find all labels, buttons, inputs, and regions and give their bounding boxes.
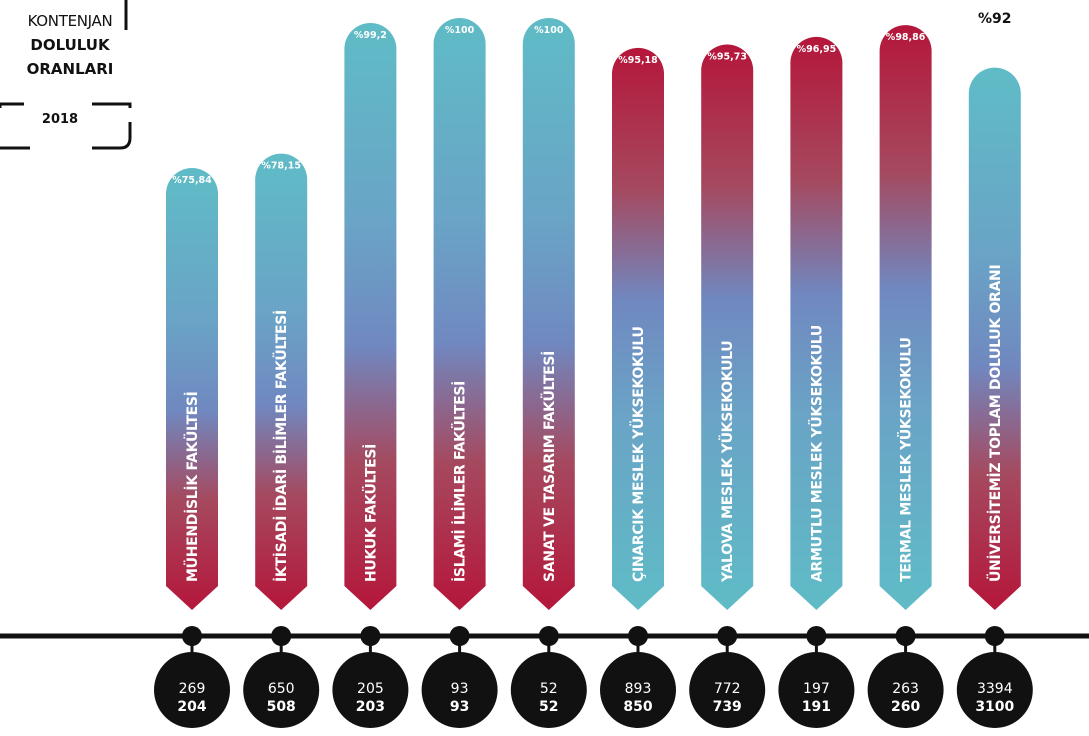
title-bracket — [0, 0, 132, 150]
bar-group-1: %75,84 MÜHENDİSLİK FAKÜLTESİ 269 204 — [154, 168, 230, 728]
percent-label: %78,15 — [261, 161, 301, 172]
placed-value: 739 — [713, 699, 742, 715]
quota-value: 197 — [803, 681, 830, 697]
placed-value: 260 — [891, 699, 920, 715]
count-circle — [600, 652, 676, 728]
placed-value: 204 — [177, 699, 206, 715]
bar — [255, 153, 308, 611]
percent-label: %100 — [445, 25, 475, 36]
quota-value: 893 — [625, 681, 652, 697]
percent-label: %99,2 — [354, 30, 387, 41]
bar-group-7: %95,73 YALOVA MESLEK YÜKSEKOKULU 772 739 — [689, 44, 766, 728]
percent-label: %92 — [978, 11, 1012, 27]
quota-value: 263 — [892, 681, 919, 697]
percent-label: %100 — [534, 25, 564, 36]
placed-value: 850 — [623, 699, 652, 715]
category-label: TERMAL MESLEK YÜKSEKOKULU — [897, 337, 915, 582]
bar — [522, 18, 575, 610]
bar-group-2: %78,15 İKTİSADİ İDARİ BİLİMLER FAKÜLTESİ 6… — [243, 153, 320, 728]
bar — [612, 47, 664, 611]
percent-label: %98,86 — [886, 32, 926, 43]
category-label: ÜNİVERSİTEMİZ TOPLAM DOLULUK ORANI — [986, 265, 1004, 582]
percent-label: %75,84 — [172, 175, 212, 186]
percent-label: %96,95 — [797, 44, 837, 55]
percent-label: %95,18 — [618, 55, 658, 66]
category-label: ARMUTLU MESLEK YÜKSEKOKULU — [807, 325, 825, 582]
quota-value: 772 — [714, 681, 741, 697]
bar — [879, 25, 932, 610]
bar-group-8: %96,95 ARMUTLU MESLEK YÜKSEKOKULU 197 191 — [778, 36, 855, 728]
category-label: SANAT VE TASARIM FAKÜLTESİ — [540, 351, 558, 582]
quota-value: 650 — [268, 681, 295, 697]
bar — [968, 67, 1021, 610]
title-box: KONTENJAN DOLULUK ORANLARI 2018 — [0, 0, 140, 150]
placed-value: 3100 — [975, 699, 1014, 715]
category-label: MÜHENDİSLİK FAKÜLTESİ — [183, 391, 201, 582]
title-year: 2018 — [41, 112, 79, 127]
category-label: HUKUK FAKÜLTESİ — [361, 444, 379, 582]
bar-group-6: %95,18 ÇINARCIK MESLEK YÜKSEKOKULU 893 850 — [600, 47, 676, 728]
category-label: İSLAMİ İLİMLER FAKÜLTESİ — [451, 381, 469, 582]
category-label: YALOVA MESLEK YÜKSEKOKULU — [718, 341, 736, 583]
count-circle — [154, 652, 230, 728]
count-circle — [510, 652, 587, 728]
count-circle — [332, 652, 409, 728]
placed-value: 508 — [267, 699, 296, 715]
placed-value: 93 — [450, 699, 469, 715]
title-line-2: DOLULUK — [30, 36, 110, 54]
category-label: ÇINARCIK MESLEK YÜKSEKOKULU — [629, 326, 647, 582]
bar — [344, 22, 397, 610]
bar-group-5: %100 SANAT VE TASARIM FAKÜLTESİ 52 52 — [510, 18, 587, 728]
quota-value: 93 — [451, 681, 469, 697]
placed-value: 52 — [539, 699, 558, 715]
count-circle — [421, 652, 498, 728]
bar-group-4: %100 İSLAMİ İLİMLER FAKÜLTESİ 93 93 — [421, 18, 498, 728]
count-circle — [689, 652, 766, 728]
placed-value: 203 — [356, 699, 385, 715]
category-label: İKTİSADİ İDARİ BİLİMLER FAKÜLTESİ — [272, 310, 290, 582]
bar-group-10: %92 ÜNİVERSİTEMİZ TOPLAM DOLULUK ORANI 339… — [956, 11, 1033, 728]
quota-value: 3394 — [977, 681, 1013, 697]
quota-value: 269 — [179, 681, 206, 697]
bar — [166, 168, 218, 610]
quota-value: 205 — [357, 681, 384, 697]
percent-label: %95,73 — [707, 52, 747, 63]
count-circle — [778, 652, 855, 728]
count-circle — [243, 652, 320, 728]
count-circle — [867, 652, 944, 728]
placed-value: 191 — [802, 699, 831, 715]
bar-group-3: %99,2 HUKUK FAKÜLTESİ 205 203 — [332, 22, 409, 728]
title-line-3: ORANLARI — [26, 60, 114, 78]
bar — [701, 44, 754, 611]
bar-group-9: %98,86 TERMAL MESLEK YÜKSEKOKULU 263 260 — [867, 25, 944, 728]
bar — [433, 18, 486, 610]
title-line-1: KONTENJAN — [27, 12, 113, 30]
bar — [790, 36, 843, 610]
count-circle — [956, 652, 1033, 728]
quota-value: 52 — [540, 681, 558, 697]
